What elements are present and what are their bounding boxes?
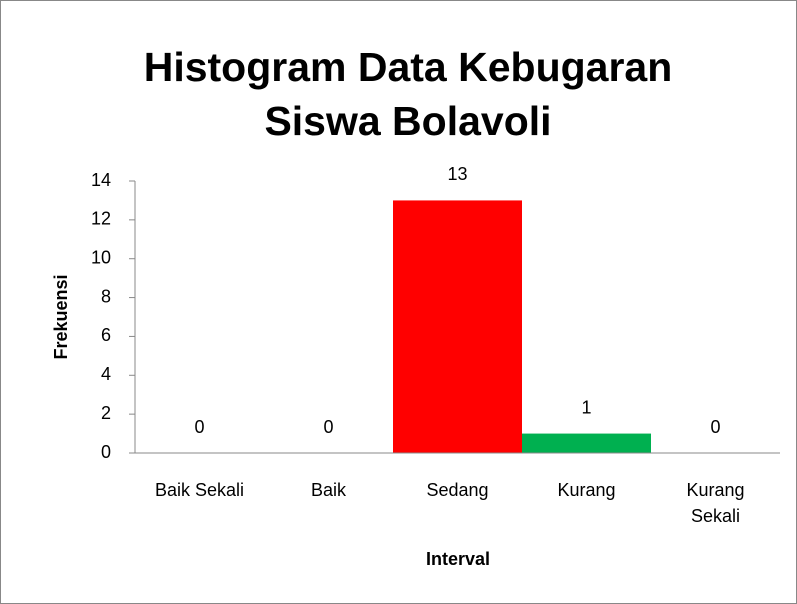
x-tick-label: Sedang — [426, 480, 489, 500]
y-tick-label: 2 — [101, 403, 111, 423]
y-tick-label: 6 — [101, 325, 111, 345]
y-tick-label: 4 — [101, 364, 111, 384]
x-tick-label: Kurang — [557, 480, 616, 500]
x-tick-label: Baik Sekali — [154, 480, 245, 500]
y-tick-label: 12 — [91, 209, 111, 229]
data-label: 0 — [323, 417, 333, 437]
y-axis-label: Frekuensi — [51, 274, 71, 359]
y-tick-label: 14 — [91, 170, 111, 190]
data-label: 13 — [447, 164, 467, 184]
data-label: 0 — [710, 417, 720, 437]
y-tick-label: 10 — [91, 247, 111, 267]
data-label: 0 — [194, 417, 204, 437]
data-label: 1 — [581, 397, 591, 417]
x-tick-label: Baik — [310, 480, 346, 500]
y-tick-label: 8 — [101, 286, 111, 306]
x-tick-label: Kurang Sekali — [686, 480, 745, 526]
x-axis-label: Interval — [426, 549, 490, 569]
bar — [522, 433, 651, 453]
y-tick-label: 0 — [101, 442, 111, 462]
bar — [393, 200, 522, 453]
chart-title: Histogram Data Kebugaran Siswa Bolavoli — [143, 44, 673, 144]
